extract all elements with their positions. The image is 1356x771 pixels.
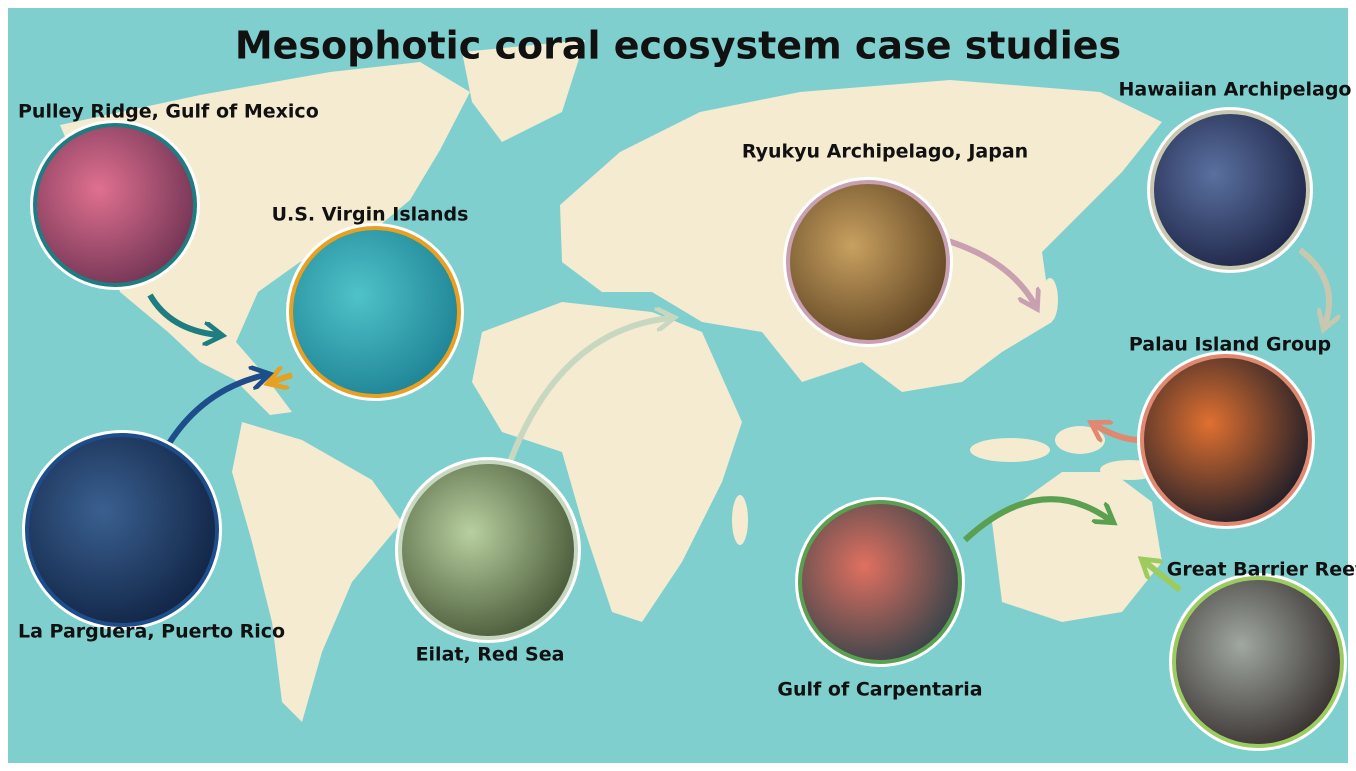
site-label: Ryukyu Archipelago, Japan [742, 141, 1028, 163]
island [1042, 278, 1058, 322]
photo [800, 502, 960, 662]
photo [1152, 112, 1308, 268]
photo [1142, 356, 1310, 524]
site-label: La Parguera, Puerto Rico [18, 621, 285, 643]
island [732, 495, 748, 545]
photo [1174, 578, 1342, 746]
title: Mesophotic coral ecosystem case studies [235, 24, 1121, 68]
island [970, 438, 1050, 462]
site-label: Great Barrier Reef [1167, 559, 1356, 581]
site-label: Pulley Ridge, Gulf of Mexico [18, 101, 319, 123]
photo [35, 125, 195, 285]
site-label: U.S. Virgin Islands [272, 204, 469, 226]
site-label: Palau Island Group [1129, 334, 1331, 356]
map: Mesophotic coral ecosystem case studies … [0, 0, 1356, 771]
photo [291, 228, 459, 396]
island [1055, 426, 1105, 454]
site-label: Hawaiian Archipelago [1119, 79, 1352, 101]
site-label: Eilat, Red Sea [416, 644, 565, 666]
page: Mesophotic coral ecosystem case studies … [0, 0, 1356, 771]
site-label: Gulf of Carpentaria [777, 679, 982, 701]
photo [400, 462, 576, 638]
photo [788, 182, 948, 342]
photo [27, 435, 217, 625]
